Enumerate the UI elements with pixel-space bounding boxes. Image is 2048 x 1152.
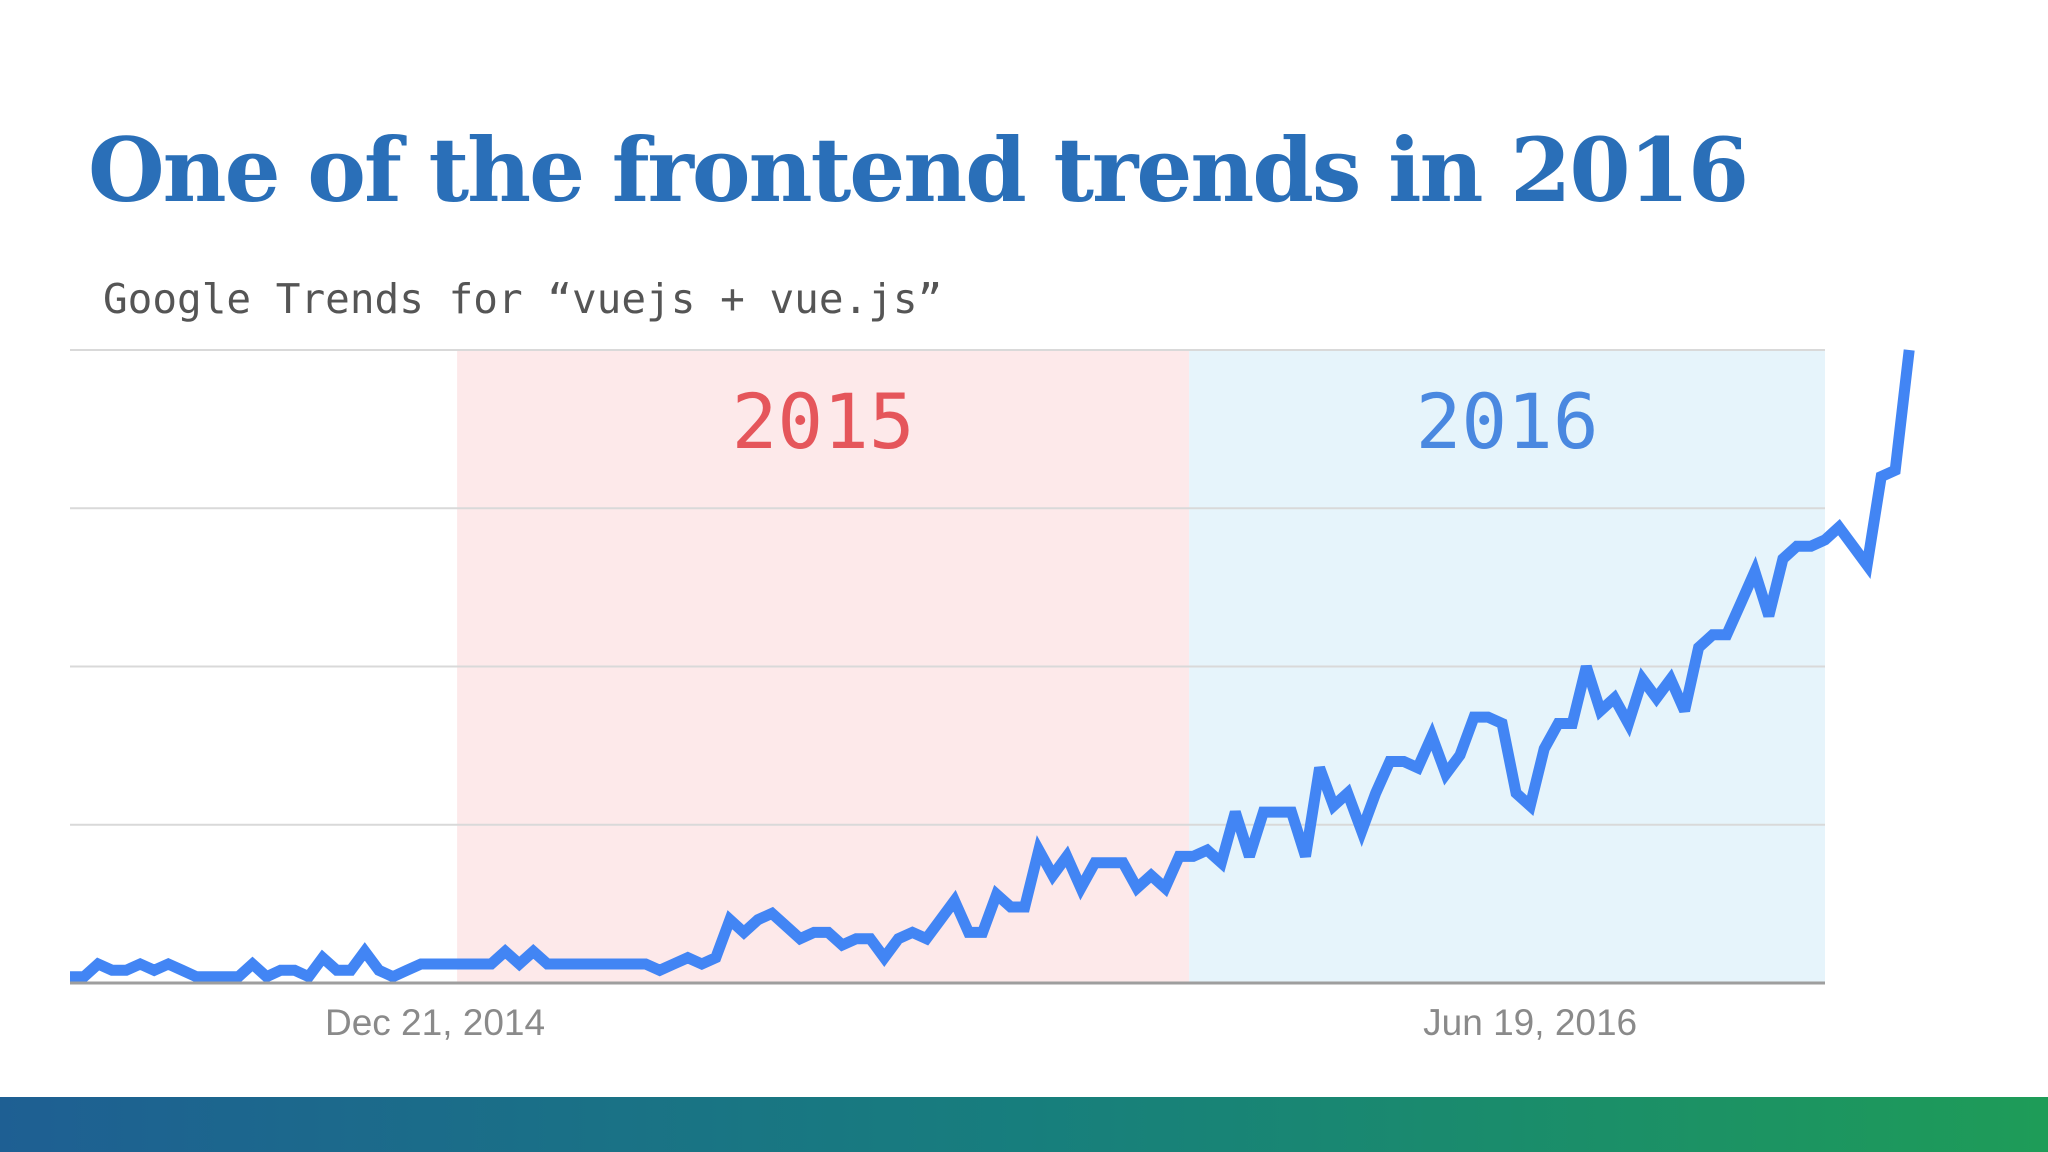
slide-title: One of the frontend trends in 2016 [88,118,1749,222]
series-layer [70,349,1915,984]
x-axis: Dec 21, 2014 Jun 19, 2016 [70,981,1825,1043]
band-label-2016: 2016 [1416,377,1599,466]
x-tick-label-0: Dec 21, 2014 [325,1002,545,1043]
trends-chart: 2015 2016 Dec 21, 2014 Jun 19, 2016 [70,349,1915,1043]
gridlines [70,349,1825,826]
x-tick-label-1: Jun 19, 2016 [1423,1002,1637,1043]
chart-subtitle: Google Trends for “vuejs + vue.js” [103,275,943,323]
band-label-2015: 2015 [732,377,915,466]
series-line-0 [70,349,1915,984]
bottom-accent-bar [0,1097,2048,1152]
